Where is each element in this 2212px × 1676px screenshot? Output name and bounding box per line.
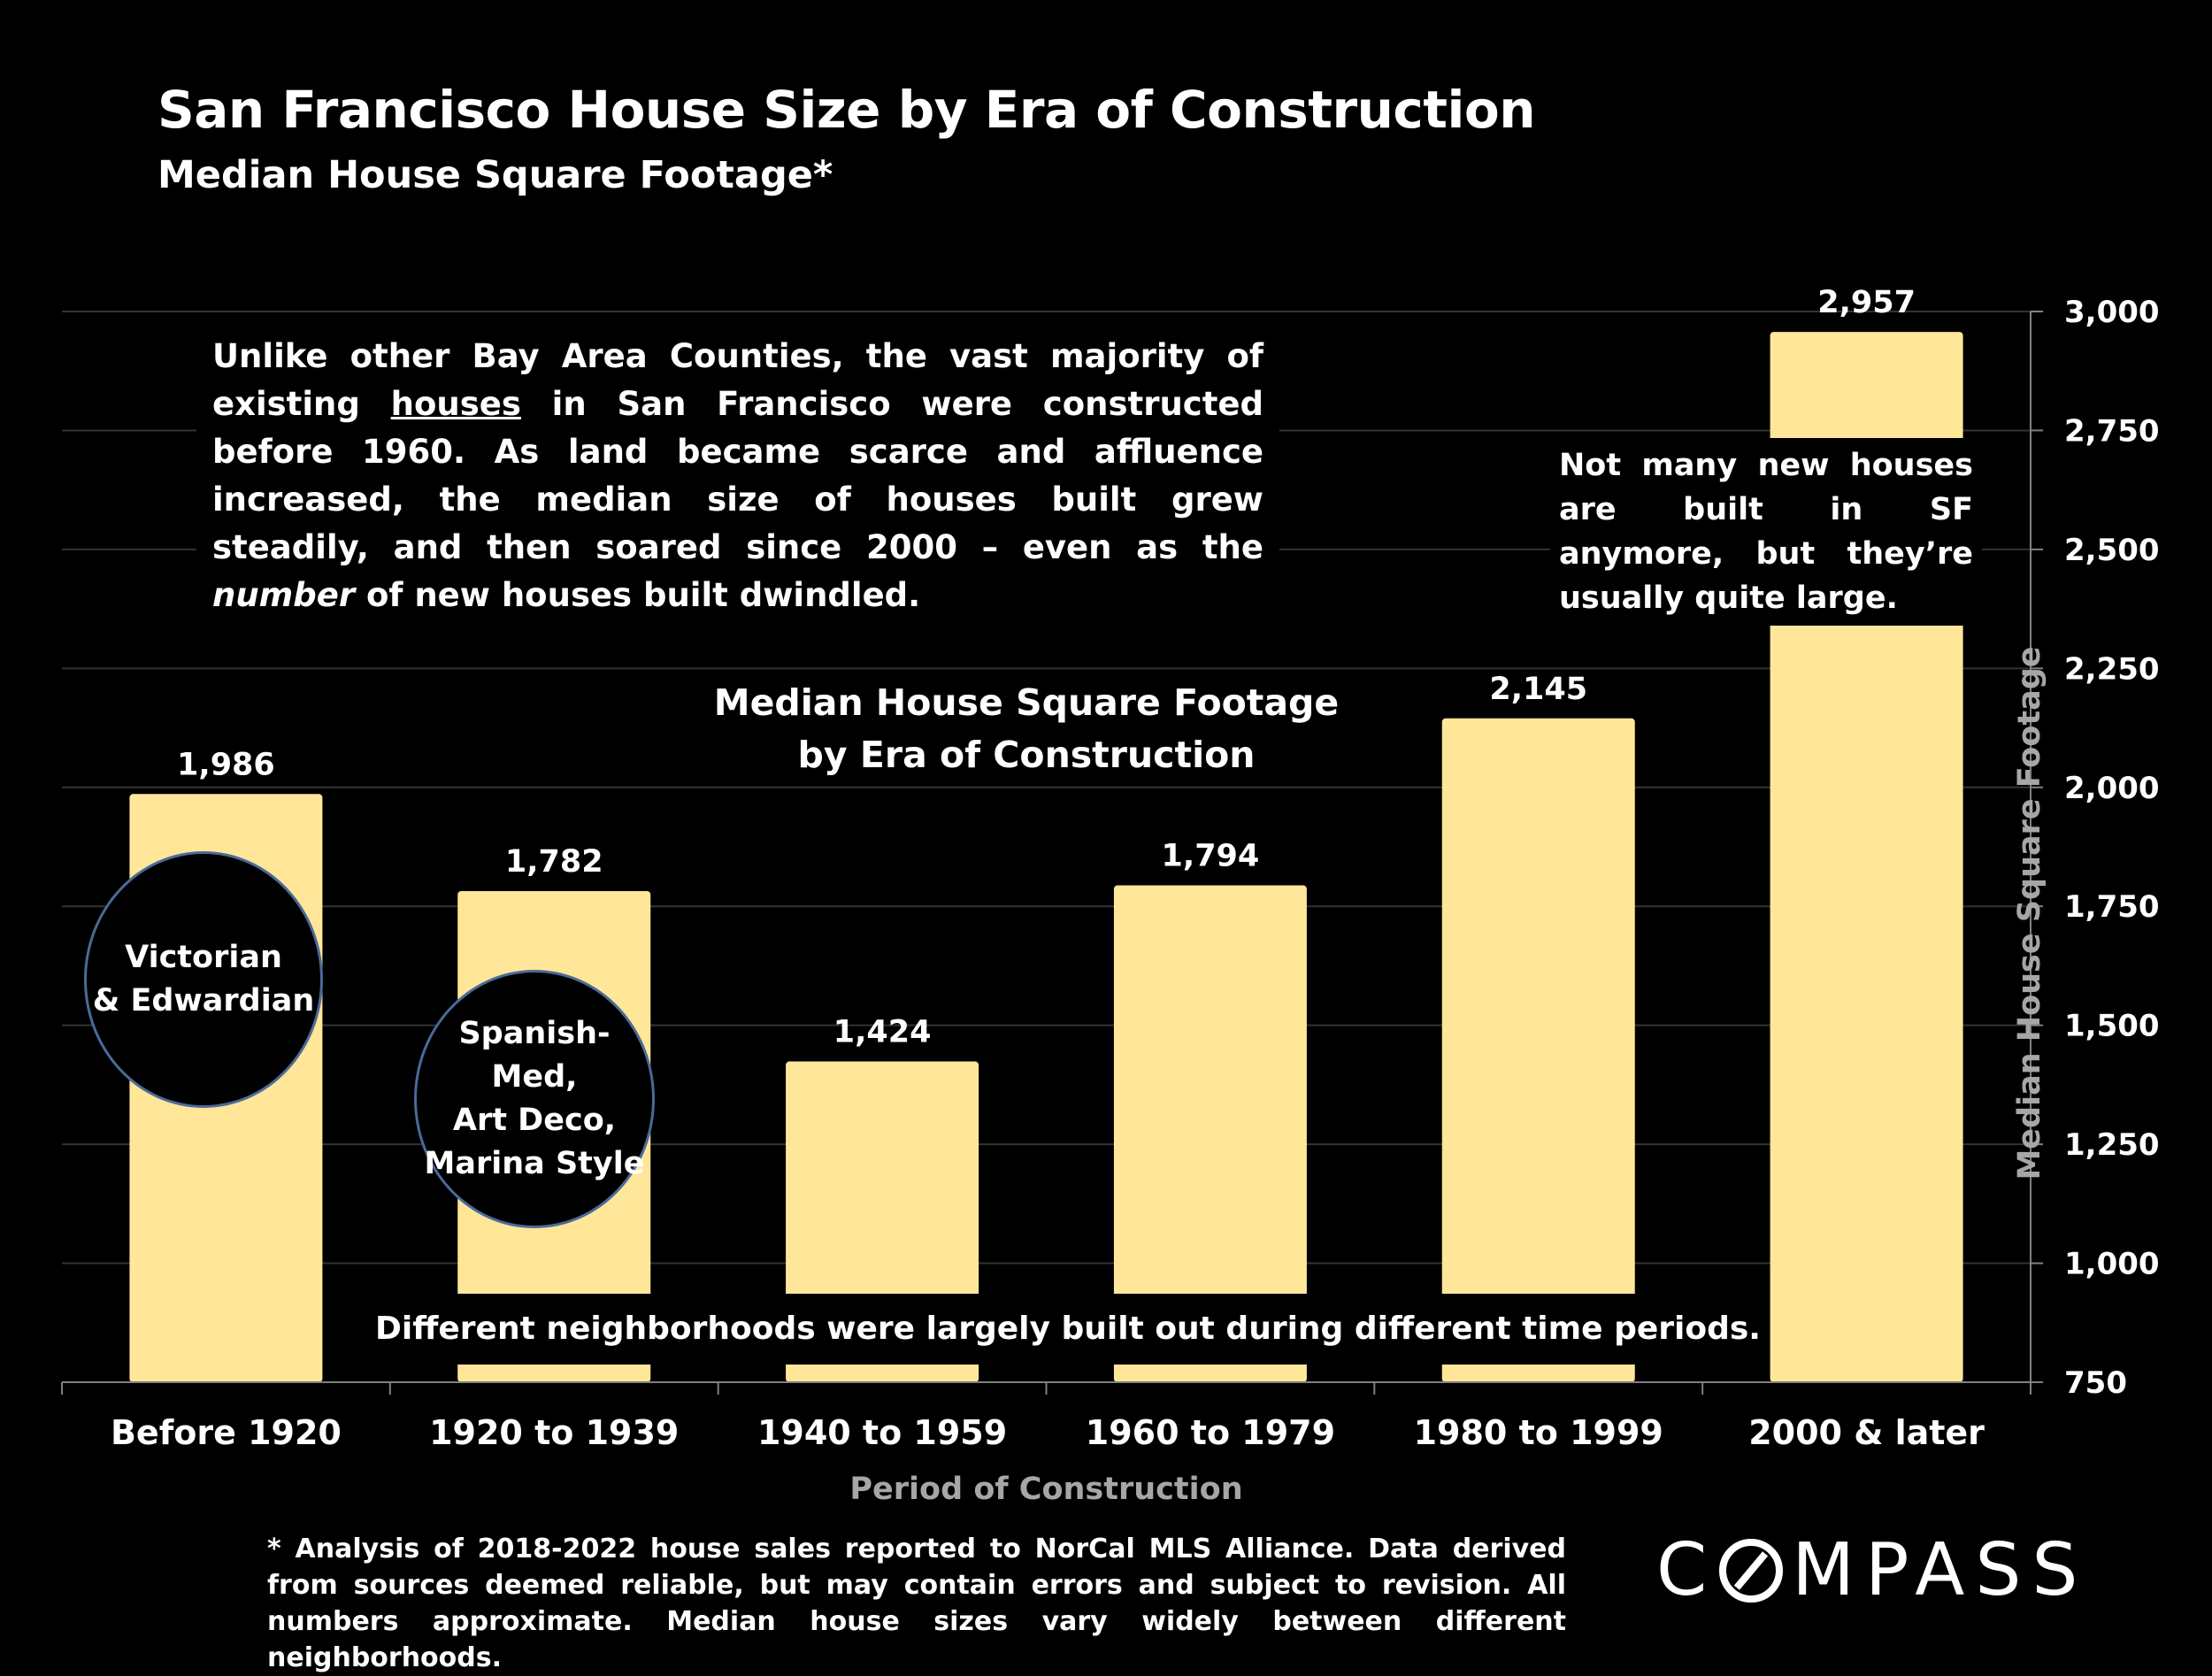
x-tick-label: 1960 to 1979 [1086,1413,1335,1452]
data-label: 1,424 [833,1015,932,1050]
data-label: 2,145 [1489,672,1587,707]
y-tick-label: 2,500 [2064,533,2160,568]
intro-text-3: of new houses built dwindled. [355,576,921,614]
y-tick-label: 1,750 [2064,889,2160,925]
inner-title-line-2: by Era of Construction [797,734,1256,776]
data-label: 1,782 [505,844,603,880]
labels: 750 1,000 1,250 1,500 1,750 2,000 2,250 2,500 2,… [111,285,2160,1507]
data-label: 1,986 [177,747,275,782]
x-tick-label: Before 1920 [111,1413,342,1452]
data-label: 1,794 [1162,839,1260,874]
logo-text-end: MPASS [1792,1528,2089,1612]
y-tick-label: 2,750 [2064,413,2160,449]
inner-title-line-1: Median House Square Footage [713,681,1340,724]
x-tick-label: 2000 & later [1748,1413,1985,1452]
y-tick-label: 3,000 [2064,295,2160,330]
era-circle-spanish-med: Spanish-Med, Art Deco, Marina Style [414,970,655,1228]
logo-text-start: C [1656,1528,1718,1612]
circle-label: Victorian & Edwardian [92,940,315,1019]
y-tick-label: 1,500 [2064,1009,2160,1044]
axes [61,311,2043,1395]
chart-subtitle: Median House Square Footage* [157,153,833,197]
new-houses-note: Not many new houses are built in SF anym… [1550,438,1982,626]
compass-logo: C MPASS [1656,1528,2089,1612]
y-tick-label: 1,250 [2064,1127,2160,1163]
bar [1113,885,1307,1382]
chart-title: San Francisco House Size by Era of Const… [157,80,1536,140]
intro-text-2: in San Francisco were constructed before… [212,385,1263,566]
intro-italic: number [212,576,356,614]
neighborhoods-note: Different neighborhoods were largely bui… [363,1294,1761,1365]
data-label: 2,957 [1817,285,1916,320]
x-tick-label: 1980 to 1999 [1414,1413,1663,1452]
x-tick-label: 1940 to 1959 [757,1413,1007,1452]
footnote: * Analysis of 2018-2022 house sales repo… [267,1534,1566,1673]
y-axis-title: Median House Square Footage [2012,646,2047,1180]
x-tick-label: 1920 to 1939 [429,1413,679,1452]
circle-label: Spanish-Med, Art Deco, Marina Style [424,1016,645,1181]
bar [1441,718,1635,1382]
y-tick-label: 750 [2064,1365,2127,1401]
y-tick-label: 2,250 [2064,651,2160,687]
intro-paragraph: Unlike other Bay Area Counties, the vast… [196,326,1279,627]
intro-text-1: Unlike other Bay Area Counties, the vast… [212,337,1263,423]
x-axis-title: Period of Construction [849,1472,1242,1507]
y-tick-label: 1,000 [2064,1247,2160,1282]
era-circle-victorian: Victorian & Edwardian [84,851,323,1108]
y-tick-label: 2,000 [2064,771,2160,806]
compass-o-icon [1719,1539,1784,1603]
inner-chart-title: Median House Square Footage by Era of Co… [708,677,1345,781]
intro-underlined: houses [390,385,521,423]
